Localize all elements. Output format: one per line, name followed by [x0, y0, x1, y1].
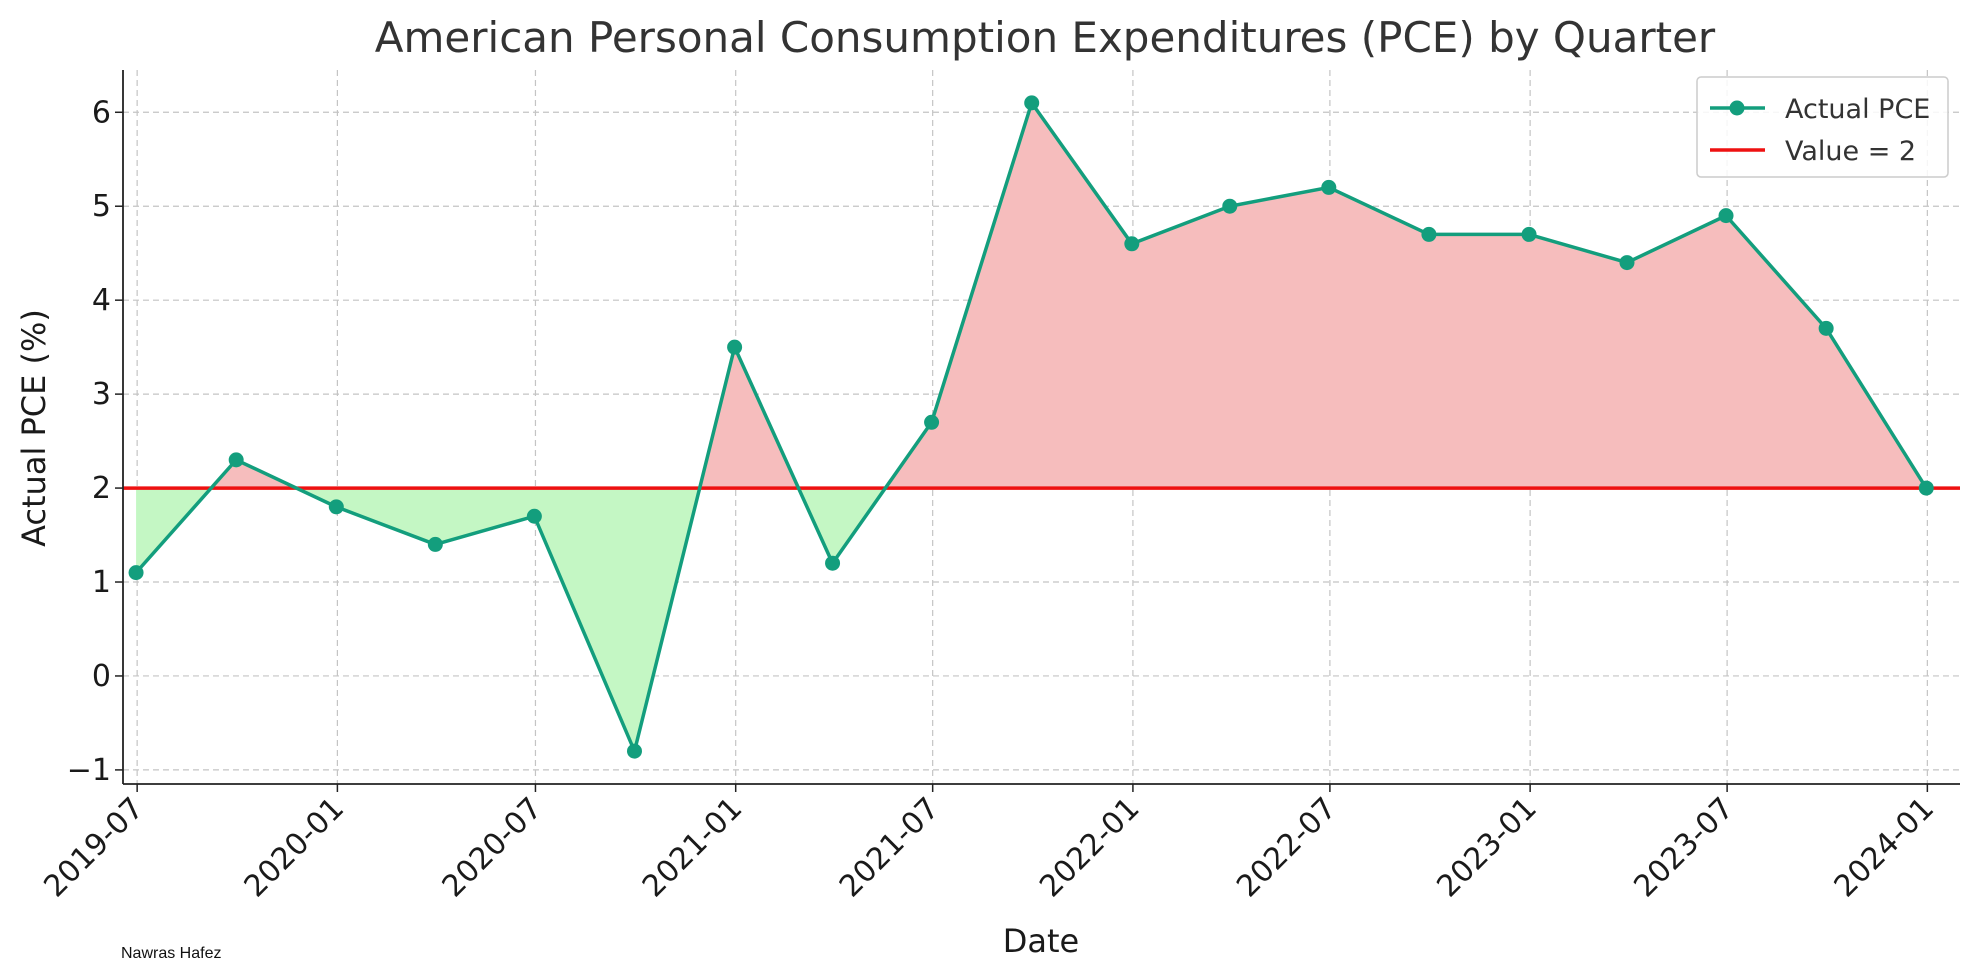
data-point	[228, 452, 244, 468]
x-tick-label: 2020-07	[436, 791, 549, 904]
data-point	[924, 414, 940, 430]
y-tick-label: −1	[67, 753, 111, 788]
data-point	[1124, 236, 1140, 252]
data-point	[825, 555, 841, 571]
legend-series-label: Actual PCE	[1785, 94, 1930, 125]
y-tick-label: 1	[92, 565, 111, 600]
y-tick-label: 2	[92, 471, 111, 506]
fill-above-reference	[211, 459, 297, 489]
data-point	[1321, 179, 1337, 195]
y-axis-label: Actual PCE (%)	[15, 309, 53, 547]
data-point	[1718, 208, 1734, 224]
data-point	[1818, 320, 1834, 336]
y-tick-label: 3	[92, 377, 111, 412]
axes	[115, 70, 1960, 792]
x-tick-label: 2020-01	[238, 791, 351, 904]
chart-title: American Personal Consumption Expenditur…	[375, 13, 1716, 62]
legend-series-marker	[1729, 100, 1745, 116]
legend-frame	[1696, 76, 1949, 178]
data-point	[1421, 226, 1437, 242]
x-tick-label: 2019-07	[37, 791, 150, 904]
data-point	[1521, 226, 1537, 242]
fill-below-reference	[798, 488, 886, 564]
legend-reference-label: Value = 2	[1785, 136, 1916, 167]
data-point	[1024, 95, 1040, 111]
y-tick-label: 4	[92, 283, 111, 318]
series-layer	[128, 95, 1934, 759]
author-credit: Nawras Hafez	[121, 945, 222, 962]
x-axis-label: Date	[1003, 922, 1079, 960]
data-point	[626, 743, 642, 759]
data-point	[427, 536, 443, 552]
fill-above-reference	[885, 102, 1927, 489]
data-point	[1918, 480, 1934, 496]
x-tick-label: 2021-01	[636, 791, 749, 904]
data-point	[1619, 255, 1635, 271]
data-point	[526, 508, 542, 524]
fill-above-reference	[699, 347, 799, 489]
data-point	[328, 499, 344, 515]
data-point	[128, 565, 144, 581]
x-tick-label: 2023-01	[1430, 791, 1543, 904]
data-point	[1222, 198, 1238, 214]
x-tick-label: 2023-07	[1627, 791, 1740, 904]
y-tick-label: 6	[92, 95, 111, 130]
x-tick-label: 2021-07	[833, 791, 946, 904]
legend: Actual PCE Value = 2	[1696, 76, 1949, 178]
x-tick-label: 2024-01	[1828, 791, 1941, 904]
x-tick-label: 2022-07	[1230, 791, 1343, 904]
y-tick-label: 5	[92, 189, 111, 224]
y-tick-label: 0	[92, 659, 111, 694]
x-tick-label: 2022-01	[1033, 791, 1146, 904]
data-point	[727, 339, 743, 355]
fill-below-reference	[296, 488, 700, 752]
deviation-fill	[136, 102, 1927, 752]
